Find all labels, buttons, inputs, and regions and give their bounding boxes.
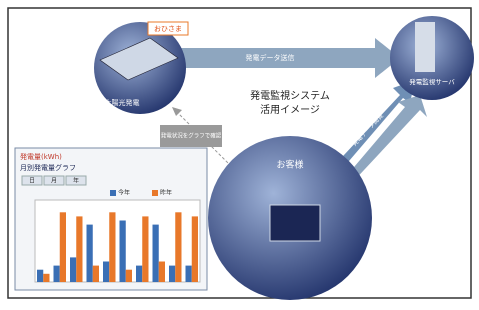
legend-label: 今年 — [118, 189, 130, 197]
bar — [43, 274, 49, 282]
node-label: 太陽光発電 — [105, 98, 140, 107]
node-tag: おひさま — [154, 25, 182, 33]
legend-label: 昨年 — [160, 189, 172, 197]
screen-heading: 発電量(kWh) — [20, 152, 62, 161]
tab-label: 年 — [73, 177, 79, 185]
bar — [159, 262, 165, 283]
legend-swatch — [152, 190, 158, 196]
bar — [54, 266, 60, 282]
bar — [93, 266, 99, 282]
bar — [70, 257, 76, 282]
bar — [37, 270, 43, 282]
title: 発電監視システム — [250, 89, 330, 102]
edge-label: 発電データ送信 — [246, 53, 295, 62]
tab-label: 日 — [29, 178, 35, 185]
monitor — [270, 205, 320, 241]
edge-label: 発電状況をグラフで確認 — [161, 132, 222, 140]
tab-label: 月 — [51, 178, 57, 185]
bar — [186, 266, 192, 282]
server — [415, 22, 435, 72]
legend-swatch — [110, 190, 116, 196]
bar — [103, 262, 109, 283]
bar — [136, 266, 142, 282]
bar — [120, 221, 126, 283]
bar — [142, 216, 148, 282]
bar — [192, 216, 198, 282]
title: 活用イメージ — [260, 104, 320, 116]
bar — [175, 212, 181, 282]
bar — [153, 225, 159, 282]
bar — [169, 266, 175, 282]
bar — [126, 270, 132, 282]
diagram: 発電データ送信 発電データ閲覧 データ表示 発電状況をグラフで確認 おひさま 太… — [0, 0, 479, 306]
bar — [87, 225, 93, 282]
node-label: 発電監視サーバ — [409, 77, 455, 86]
bar — [60, 212, 66, 282]
bar — [76, 216, 82, 282]
screen-heading: 月別発電量グラフ — [20, 163, 76, 172]
node-label: お客様 — [276, 159, 303, 171]
bar — [109, 212, 115, 282]
